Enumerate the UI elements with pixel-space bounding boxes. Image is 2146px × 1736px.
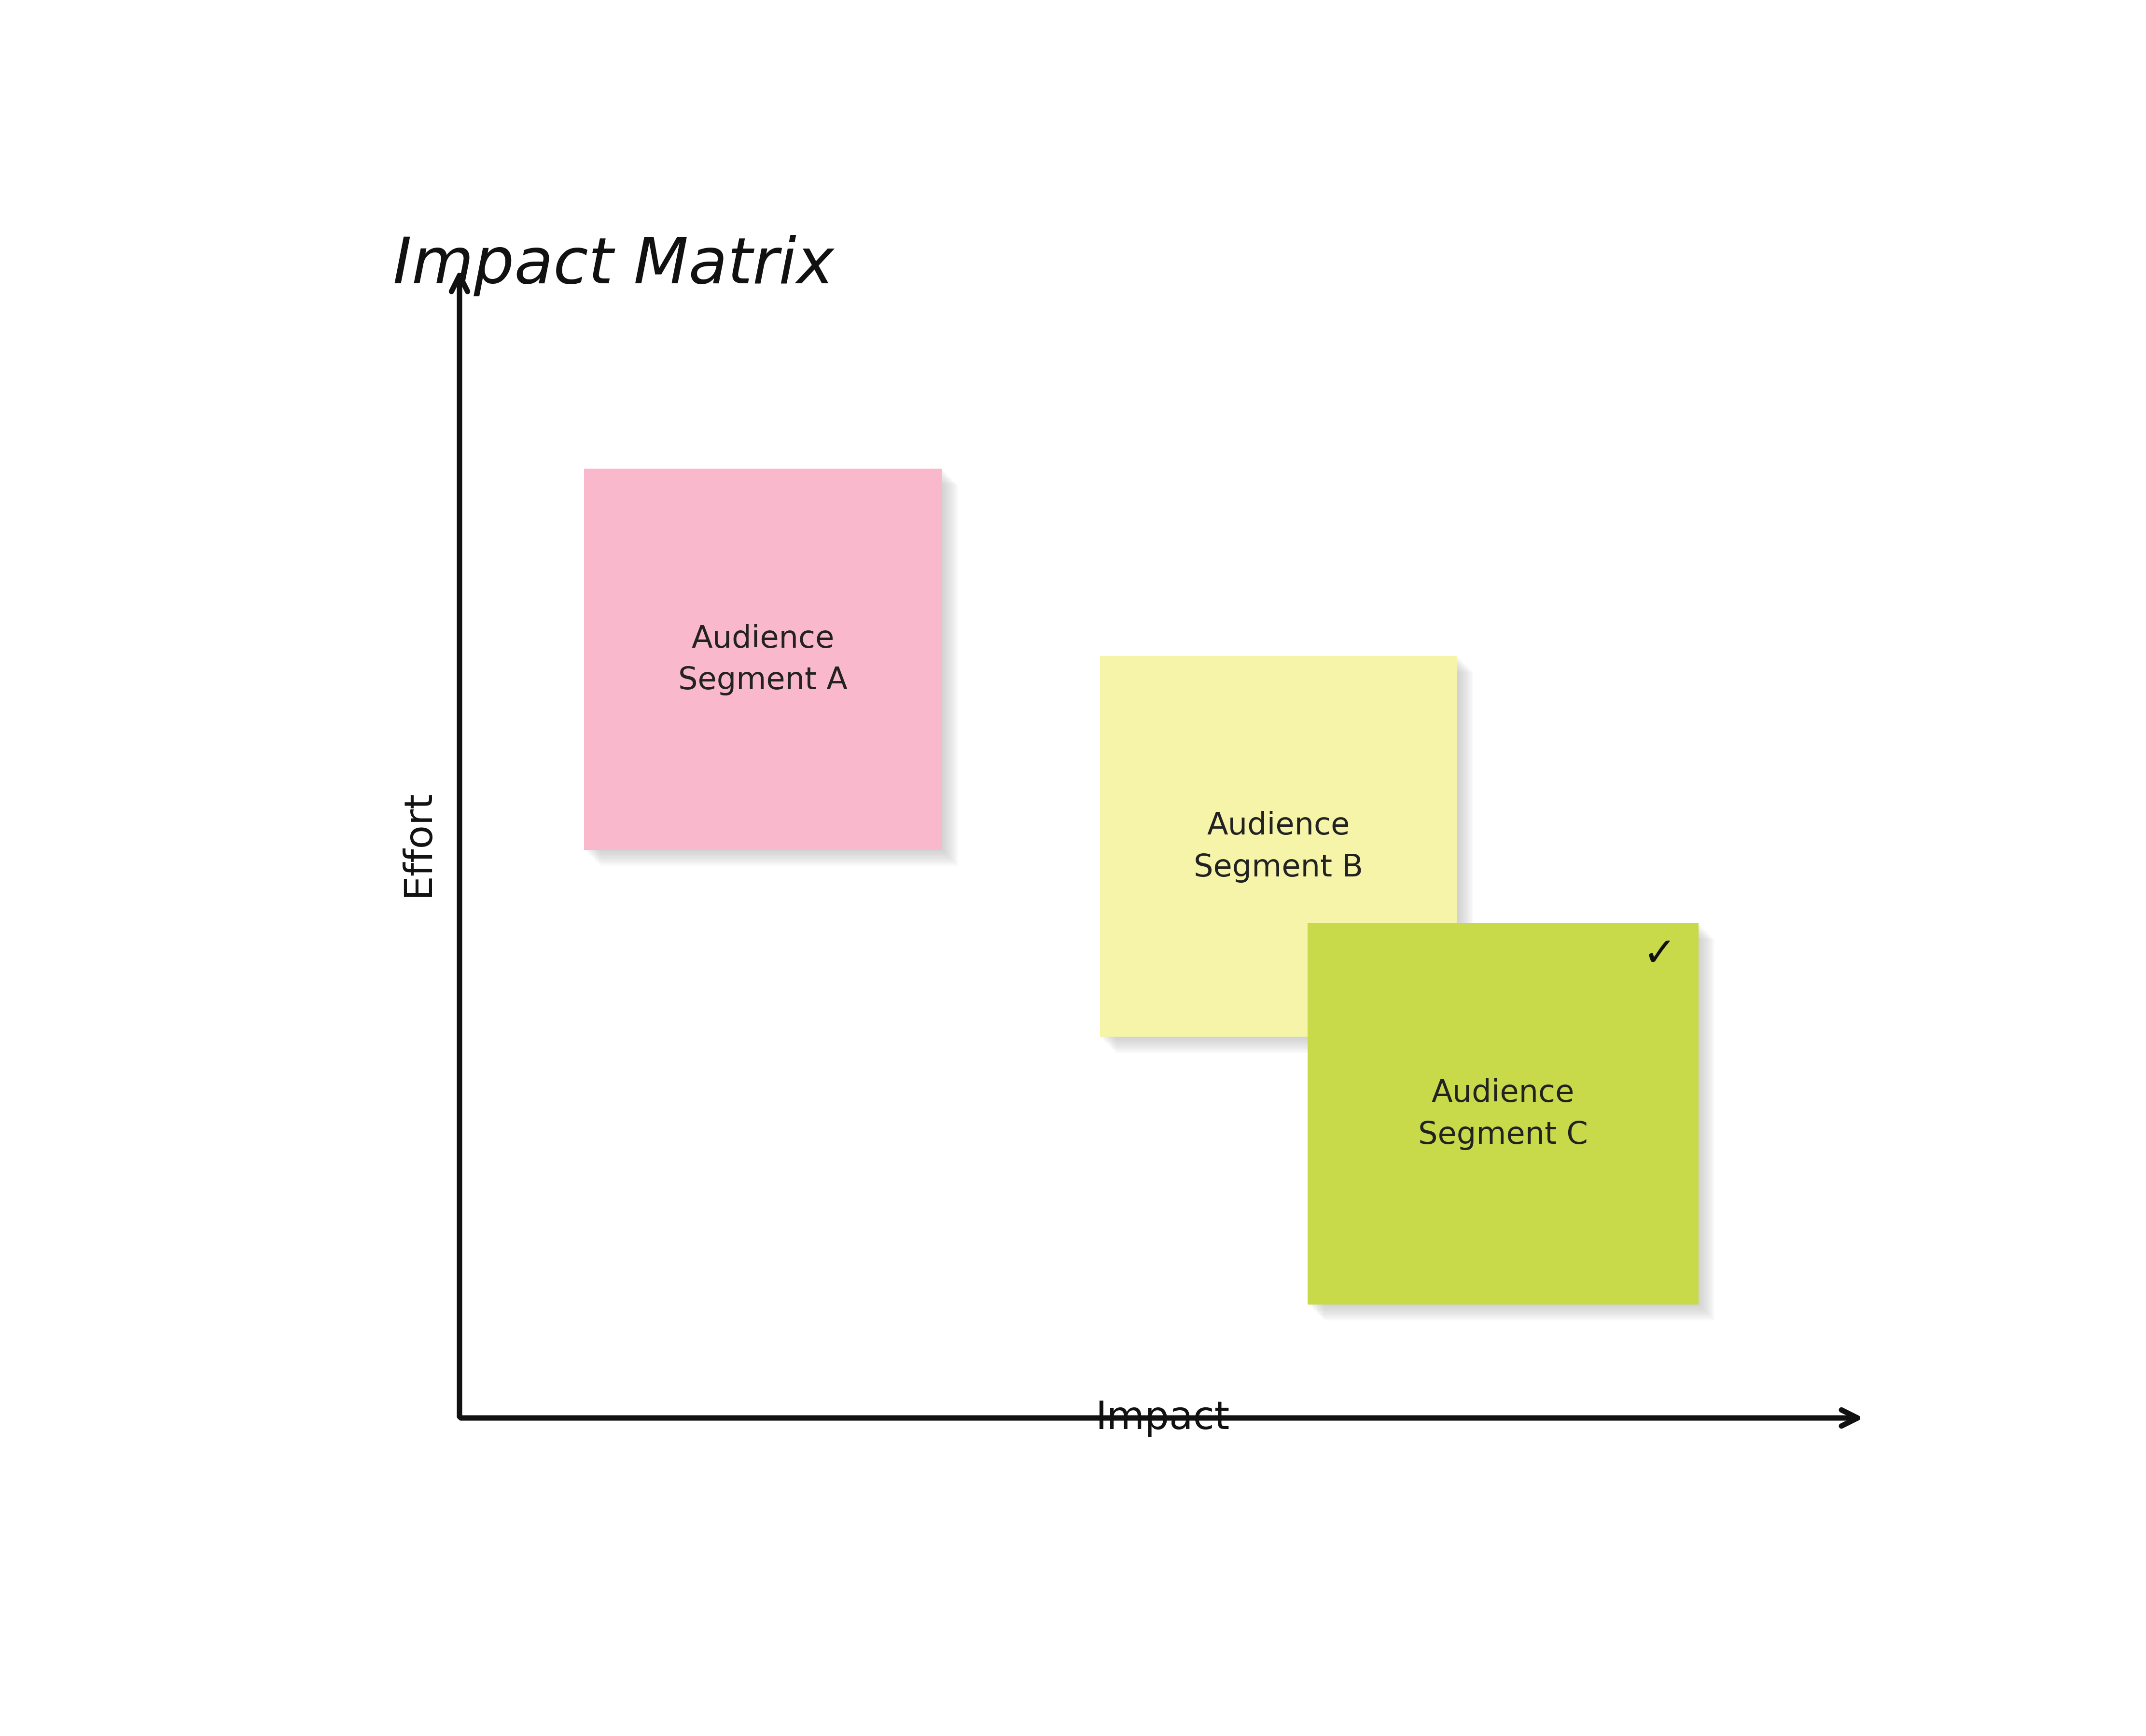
Text: Audience
Segment C: Audience Segment C — [1419, 1078, 1588, 1149]
FancyBboxPatch shape — [597, 483, 955, 863]
FancyBboxPatch shape — [588, 472, 946, 854]
FancyBboxPatch shape — [1099, 656, 1457, 1036]
Text: ✓: ✓ — [1642, 934, 1676, 974]
FancyBboxPatch shape — [597, 481, 953, 863]
FancyBboxPatch shape — [1114, 670, 1470, 1050]
FancyBboxPatch shape — [1313, 930, 1706, 1311]
FancyBboxPatch shape — [594, 479, 951, 859]
Text: Audience
Segment B: Audience Segment B — [1193, 811, 1363, 882]
FancyBboxPatch shape — [1101, 658, 1459, 1038]
FancyBboxPatch shape — [590, 474, 946, 856]
FancyBboxPatch shape — [1107, 663, 1464, 1043]
FancyBboxPatch shape — [1318, 932, 1708, 1314]
FancyBboxPatch shape — [1309, 925, 1700, 1305]
FancyBboxPatch shape — [1112, 668, 1470, 1049]
FancyBboxPatch shape — [1116, 672, 1474, 1054]
FancyBboxPatch shape — [599, 484, 957, 865]
Text: Audience
Segment A: Audience Segment A — [678, 623, 848, 696]
FancyBboxPatch shape — [1103, 658, 1459, 1040]
FancyBboxPatch shape — [1109, 667, 1468, 1049]
FancyBboxPatch shape — [592, 477, 951, 858]
FancyBboxPatch shape — [1105, 661, 1464, 1042]
FancyBboxPatch shape — [594, 479, 953, 861]
FancyBboxPatch shape — [584, 469, 942, 851]
FancyBboxPatch shape — [1107, 665, 1466, 1045]
FancyBboxPatch shape — [1320, 936, 1710, 1316]
FancyBboxPatch shape — [1324, 939, 1715, 1321]
Text: Effort: Effort — [399, 790, 438, 898]
Text: Impact: Impact — [1094, 1399, 1230, 1437]
FancyBboxPatch shape — [590, 476, 949, 856]
FancyBboxPatch shape — [1322, 937, 1713, 1318]
FancyBboxPatch shape — [1311, 927, 1702, 1309]
FancyBboxPatch shape — [1322, 937, 1713, 1319]
FancyBboxPatch shape — [586, 470, 942, 851]
FancyBboxPatch shape — [1114, 670, 1472, 1052]
FancyBboxPatch shape — [601, 484, 957, 866]
FancyBboxPatch shape — [1315, 932, 1706, 1312]
FancyBboxPatch shape — [1109, 665, 1466, 1047]
FancyBboxPatch shape — [1318, 934, 1708, 1316]
FancyBboxPatch shape — [1311, 925, 1702, 1307]
FancyBboxPatch shape — [1103, 660, 1461, 1042]
Text: Impact Matrix: Impact Matrix — [393, 234, 835, 297]
FancyBboxPatch shape — [1307, 924, 1700, 1304]
FancyBboxPatch shape — [1313, 929, 1704, 1309]
FancyBboxPatch shape — [586, 472, 944, 852]
